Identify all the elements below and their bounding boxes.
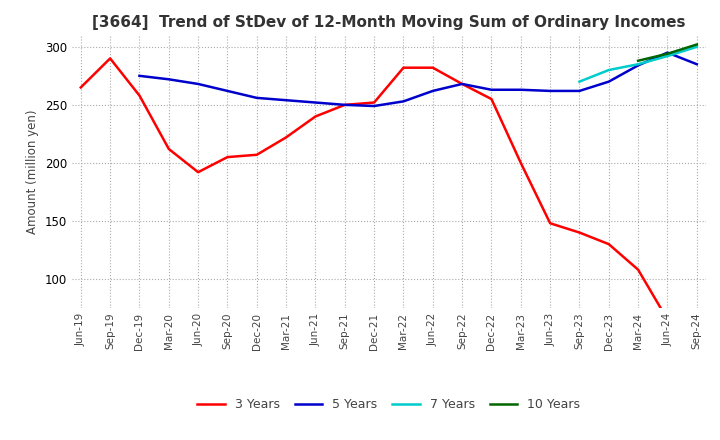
3 Years [428, 65, 437, 70]
Title: [3664]  Trend of StDev of 12-Month Moving Sum of Ordinary Incomes: [3664] Trend of StDev of 12-Month Moving… [92, 15, 685, 30]
5 Years [223, 88, 232, 94]
5 Years [634, 63, 642, 68]
3 Years [311, 114, 320, 119]
3 Years [516, 160, 525, 165]
3 Years [399, 65, 408, 70]
5 Years [516, 87, 525, 92]
7 Years [575, 79, 584, 84]
5 Years [399, 99, 408, 104]
5 Years [135, 73, 144, 78]
5 Years [194, 81, 202, 87]
3 Years [487, 96, 496, 102]
Y-axis label: Amount (million yen): Amount (million yen) [27, 110, 40, 234]
3 Years [76, 85, 85, 90]
7 Years [605, 67, 613, 73]
Line: 10 Years: 10 Years [638, 44, 697, 61]
10 Years [634, 58, 642, 63]
3 Years [370, 100, 379, 105]
3 Years [663, 317, 672, 322]
7 Years [663, 53, 672, 59]
3 Years [223, 154, 232, 160]
3 Years [253, 152, 261, 158]
3 Years [341, 102, 349, 107]
5 Years [693, 62, 701, 67]
Line: 7 Years: 7 Years [580, 47, 697, 82]
5 Years [164, 77, 173, 82]
5 Years [341, 102, 349, 107]
7 Years [634, 62, 642, 67]
5 Years [546, 88, 554, 94]
5 Years [663, 50, 672, 55]
3 Years [634, 267, 642, 272]
Legend: 3 Years, 5 Years, 7 Years, 10 Years: 3 Years, 5 Years, 7 Years, 10 Years [192, 393, 585, 416]
5 Years [605, 79, 613, 84]
10 Years [693, 42, 701, 47]
5 Years [487, 87, 496, 92]
5 Years [428, 88, 437, 94]
3 Years [546, 220, 554, 226]
5 Years [282, 98, 290, 103]
5 Years [253, 95, 261, 100]
5 Years [311, 100, 320, 105]
3 Years [194, 169, 202, 175]
5 Years [575, 88, 584, 94]
3 Years [135, 93, 144, 98]
3 Years [458, 81, 467, 87]
3 Years [575, 230, 584, 235]
7 Years [693, 44, 701, 49]
Line: 3 Years: 3 Years [81, 59, 667, 319]
3 Years [605, 242, 613, 247]
5 Years [370, 103, 379, 109]
10 Years [663, 51, 672, 56]
Line: 5 Years: 5 Years [140, 53, 697, 106]
5 Years [458, 81, 467, 87]
3 Years [282, 135, 290, 140]
3 Years [106, 56, 114, 61]
3 Years [164, 147, 173, 152]
